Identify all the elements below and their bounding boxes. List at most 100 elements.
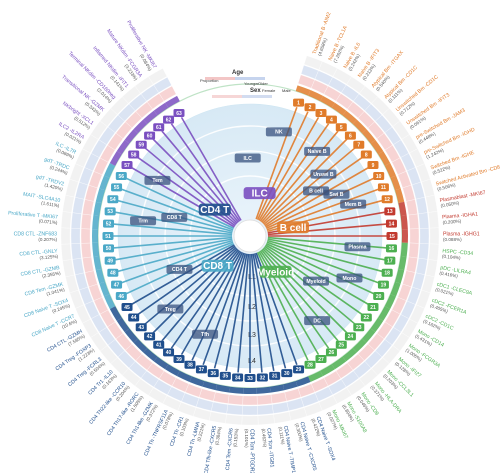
cluster-number: 51 [105,234,111,240]
heat-cell [60,227,71,245]
lineage-hub-box [201,259,234,272]
cluster-label-pct: (0.522%) [432,164,452,175]
cluster-node-45: 45 [121,303,133,311]
cluster-number: 43 [138,325,144,331]
cluster-node-box [103,219,115,228]
cluster-number: 62 [166,117,172,123]
cluster-number: 42 [147,334,153,340]
cluster-label-pct: (0.384%) [214,426,222,446]
cluster-node-box [335,123,347,132]
lineage-band-segment [165,364,180,377]
cluster-number: 15 [389,234,395,240]
lineage-band-segment [104,163,116,178]
cluster-node-box [367,161,379,169]
cluster-number: 31 [272,374,278,380]
heat-cell [408,213,419,230]
cluster-node-43: 43 [135,323,147,332]
cluster-number: 33 [247,376,253,382]
lineage-band-segment [229,386,244,394]
cluster-label-53: MAIT -SLC4A10(1.611%) [23,192,61,209]
cluster-label-pct: (0.221%) [196,422,206,442]
heat-cell [70,228,81,244]
heat-cell [419,228,430,244]
lineage-band-segment [394,268,405,284]
center-hub [233,219,267,253]
cluster-number: 37 [199,367,205,373]
heat-cell [408,242,419,259]
lineage-band-segment [320,364,335,377]
branch-tag-15: Unswi B [310,169,337,179]
cluster-number: 48 [110,271,116,277]
cluster-label-51: CD8 CTL -ZNF683(0.207%) [14,232,58,243]
heat-cell [81,213,92,230]
legend-sex: Sex Female Male [212,88,291,98]
cluster-number: 10 [376,174,382,180]
tree-branch [267,239,383,273]
tree-branch [120,188,234,231]
cluster-label-name: HSPC -CD34 [442,248,473,257]
lineage-hub-1: CD8 T [201,259,234,272]
cluster-node-box [107,268,119,277]
heat-cell [242,395,258,406]
cluster-label-name: CD4 Tcm -PTGDR2 [249,429,255,473]
cluster-node-box [128,313,140,322]
cluster-number: 28 [307,362,313,368]
branch-tag-label: Tem [152,178,163,184]
branch-tag-box [303,186,330,196]
lineage-band-segment [282,380,298,391]
cluster-label-pct: (0.111%) [278,426,286,445]
cluster-label-50: CD8 CTL -GNLY(3.125%) [19,248,59,260]
cluster-node-box [360,150,372,159]
cluster-node-box [325,348,337,357]
cluster-node-42: 42 [144,332,156,341]
lineage-band-segment [143,110,158,124]
tree-branch [144,246,237,325]
cluster-node-box [107,195,119,204]
lineage-band-segment [256,386,271,394]
cluster-label-pct: (0.422%) [310,418,321,438]
branch-tag-box [234,153,261,163]
branch-tag-box [323,189,350,199]
cluster-label-pct: (4.658%) [317,37,328,57]
cluster-label-48: CD8 Tem -GZMK(1.041%) [24,281,66,297]
legend-age-bar-2 [235,77,265,80]
branch-tag-3: B cell [303,186,330,196]
heat-cell [418,212,429,229]
cluster-node-box [353,140,365,149]
heat-cell [241,415,259,426]
lineage-band-segment [92,242,100,257]
cluster-number: 47 [114,282,120,288]
cluster-number: 36 [210,371,216,377]
cluster-label-pct: (0.101%) [244,429,249,448]
lineage-band-segment [378,151,391,166]
heat-cell [148,68,168,85]
heat-cell [425,259,438,278]
heat-cell [81,242,92,259]
cluster-node-58: 58 [128,150,140,159]
tree-branch [263,147,356,226]
cluster-node-box [377,183,389,192]
branch-tag-label: Naive B [308,149,327,155]
cluster-number: 9 [372,163,375,169]
cluster-node-21: 21 [367,303,379,311]
cluster-label-28: Mono -MKI67(0.027%) [326,409,349,440]
lineage-band-segment [116,139,130,155]
heat-cell [409,228,420,244]
cluster-node-box [153,123,165,132]
cluster-node-box [373,171,385,180]
cluster-node-box [315,354,327,363]
lineage-band-segment [308,370,323,382]
lineage-band-segment [400,242,408,257]
branch-tag-label: B cell [309,189,323,195]
tree-branch [113,236,233,249]
heat-cell [61,243,72,261]
branch-tag-9: Naive B [304,146,331,156]
heat-cell [213,392,230,404]
cluster-node-box [315,109,327,118]
tree-branch [130,166,235,228]
lineage-band-segment [269,384,285,393]
cluster-label-name: CD4 Tem -CXCR6 [225,428,235,471]
lineage-band-segment [116,317,130,333]
lineage-band-segment [177,370,192,382]
heat-cell [272,401,289,414]
